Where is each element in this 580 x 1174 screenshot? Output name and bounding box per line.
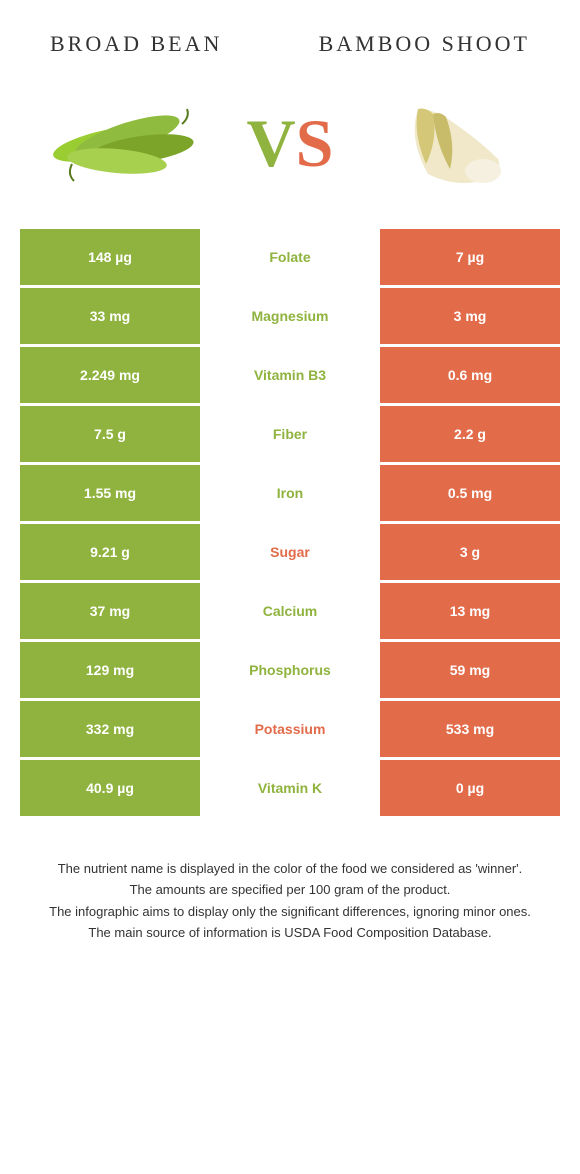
table-row: 1.55 mg Iron 0.5 mg	[20, 465, 560, 521]
footer-notes: The nutrient name is displayed in the co…	[0, 819, 580, 943]
table-row: 129 mg Phosphorus 59 mg	[20, 642, 560, 698]
right-value: 2.2 g	[380, 406, 560, 462]
right-value: 7 µg	[380, 229, 560, 285]
right-food-title: BAMBOO SHOOT	[290, 30, 530, 59]
table-row: 37 mg Calcium 13 mg	[20, 583, 560, 639]
broad-bean-image	[52, 89, 202, 199]
nutrient-name: Iron	[200, 465, 380, 521]
left-value: 332 mg	[20, 701, 200, 757]
table-row: 9.21 g Sugar 3 g	[20, 524, 560, 580]
table-row: 2.249 mg Vitamin B3 0.6 mg	[20, 347, 560, 403]
left-value: 33 mg	[20, 288, 200, 344]
table-row: 148 µg Folate 7 µg	[20, 229, 560, 285]
table-row: 332 mg Potassium 533 mg	[20, 701, 560, 757]
left-value: 9.21 g	[20, 524, 200, 580]
left-value: 40.9 µg	[20, 760, 200, 816]
footer-line: The infographic aims to display only the…	[30, 902, 550, 922]
table-row: 40.9 µg Vitamin K 0 µg	[20, 760, 560, 816]
nutrient-name: Phosphorus	[200, 642, 380, 698]
nutrient-name: Sugar	[200, 524, 380, 580]
nutrient-name: Potassium	[200, 701, 380, 757]
nutrient-table: 148 µg Folate 7 µg 33 mg Magnesium 3 mg …	[20, 229, 560, 816]
table-row: 33 mg Magnesium 3 mg	[20, 288, 560, 344]
nutrient-name: Magnesium	[200, 288, 380, 344]
nutrient-name: Calcium	[200, 583, 380, 639]
left-value: 37 mg	[20, 583, 200, 639]
right-value: 13 mg	[380, 583, 560, 639]
bamboo-shoot-image	[378, 89, 528, 199]
nutrient-name: Vitamin B3	[200, 347, 380, 403]
header: BROAD BEAN BAMBOO SHOOT	[0, 0, 580, 69]
left-value: 129 mg	[20, 642, 200, 698]
footer-line: The main source of information is USDA F…	[30, 923, 550, 943]
nutrient-name: Folate	[200, 229, 380, 285]
nutrient-name: Fiber	[200, 406, 380, 462]
footer-line: The nutrient name is displayed in the co…	[30, 859, 550, 879]
right-value: 0.6 mg	[380, 347, 560, 403]
left-value: 7.5 g	[20, 406, 200, 462]
nutrient-name: Vitamin K	[200, 760, 380, 816]
left-value: 1.55 mg	[20, 465, 200, 521]
vs-s: S	[296, 105, 334, 181]
left-value: 2.249 mg	[20, 347, 200, 403]
vs-v: V	[247, 105, 296, 181]
table-row: 7.5 g Fiber 2.2 g	[20, 406, 560, 462]
right-value: 0 µg	[380, 760, 560, 816]
right-value: 3 g	[380, 524, 560, 580]
left-food-title: BROAD BEAN	[50, 30, 290, 59]
right-value: 0.5 mg	[380, 465, 560, 521]
right-value: 533 mg	[380, 701, 560, 757]
images-row: VS	[0, 69, 580, 229]
footer-line: The amounts are specified per 100 gram o…	[30, 880, 550, 900]
right-value: 3 mg	[380, 288, 560, 344]
right-value: 59 mg	[380, 642, 560, 698]
left-value: 148 µg	[20, 229, 200, 285]
vs-label: VS	[247, 104, 334, 183]
